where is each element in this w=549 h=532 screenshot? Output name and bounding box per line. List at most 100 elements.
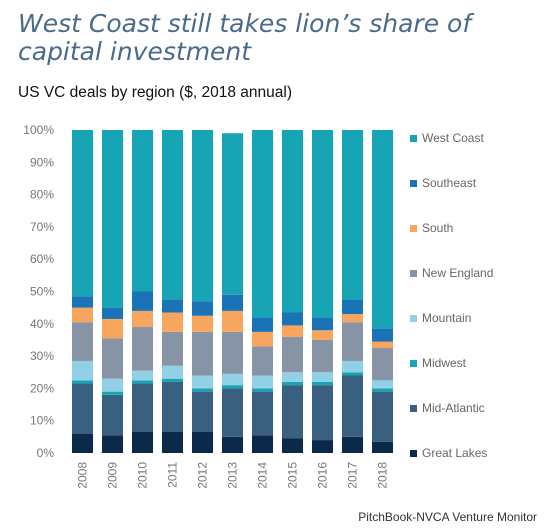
bar-segment-southeast [192,301,213,316]
bar-segment-midwest [222,385,243,389]
bar-segment-mountain [72,360,93,381]
bar-segment-mid-atlantic [312,385,333,441]
y-tick-label: 0% [37,446,55,460]
bar-segment-mid-atlantic [252,391,273,436]
bar-segment-mountain [162,365,183,379]
legend-swatch [410,405,417,412]
x-tick-label: 2013 [226,462,240,489]
bar-segment-great-lakes [72,433,93,453]
bar-segment-mountain [372,380,393,389]
bar-segment-new-england [102,338,123,379]
bar-segment-southeast [252,317,273,332]
legend-swatch [410,135,417,142]
x-tick-label: 2008 [76,462,90,489]
bar-segment-great-lakes [282,438,303,453]
x-tick-label: 2016 [316,462,330,489]
bar-segment-south [282,325,303,337]
bar-segment-mid-atlantic [102,394,123,436]
bar-segment-great-lakes [312,440,333,453]
bar-segment-mountain [132,370,153,381]
legend-label: Midwest [422,356,467,370]
bar-segment-mid-atlantic [132,383,153,433]
bar-segment-mountain [222,373,243,386]
legend-label: Southeast [422,176,477,190]
bar-segment-midwest [252,388,273,392]
legend-label: Great Lakes [422,446,487,460]
legend-label: Mid-Atlantic [422,401,485,415]
y-tick-label: 60% [30,252,54,266]
bar-segment-south [192,315,213,332]
y-tick-label: 90% [30,155,54,169]
bar-segment-mountain [282,372,303,382]
bar-segment-west-coast [312,130,333,318]
legend-label: New England [422,266,493,280]
bar-segment-new-england [162,331,183,366]
x-tick-label: 2017 [346,462,360,489]
legend-swatch [410,450,417,457]
bar-segment-mountain [342,360,363,373]
bar-segment-midwest [372,388,393,392]
bar-segment-mountain [102,378,123,392]
x-axis: 2008 2009 2010 2011 2012 2013 2014 2015 2016 2017… [76,462,390,489]
bar-segment-southeast [102,307,123,319]
bars [72,130,393,453]
y-tick-label: 80% [30,188,54,202]
bar-segment-mountain [312,372,333,382]
legend-swatch [410,225,417,232]
y-axis: 0% 10% 20% 30% 40% 50% 60% 70% 80% 90% 100% [23,123,54,460]
bar-segment-south [312,330,333,340]
bar-segment-south [252,331,273,347]
bar-segment-west-coast [252,130,273,318]
x-tick-label: 2018 [376,462,390,489]
bar-segment-great-lakes [372,441,393,453]
legend-label: Mountain [422,311,471,325]
x-tick-label: 2010 [136,462,150,489]
bar-segment-new-england [342,322,363,361]
y-tick-label: 30% [30,349,54,363]
bar-segment-west-coast [72,130,93,297]
bar-segment-new-england [372,348,393,381]
bar-segment-southeast [162,299,183,313]
legend-swatch [410,315,417,322]
bar-segment-southeast [312,317,333,331]
bar-segment-mid-atlantic [222,388,243,437]
bar-segment-midwest [102,391,123,395]
bar-segment-mountain [192,375,213,389]
bar-segment-midwest [132,380,153,384]
bar-segment-south [102,318,123,339]
x-tick-label: 2015 [286,462,300,489]
bar-segment-new-england [252,346,273,376]
legend-label: West Coast [422,131,484,145]
bar-segment-west-coast [102,130,123,308]
bar-segment-midwest [312,381,333,386]
bar-segment-south [132,310,153,328]
y-tick-label: 10% [30,414,54,428]
x-tick-label: 2014 [256,462,270,489]
y-tick-label: 70% [30,220,54,234]
bar-segment-great-lakes [252,435,273,453]
bar-segment-great-lakes [162,432,183,453]
bar-segment-midwest [192,388,213,392]
bar-segment-southeast [342,299,363,315]
bar-segment-great-lakes [102,435,123,453]
bar-segment-southeast [282,312,303,326]
bar-segment-south [162,312,183,332]
bar-segment-mid-atlantic [372,391,393,442]
bar-segment-west-coast [132,130,153,292]
bar-segment-south [372,341,393,349]
y-tick-label: 50% [30,285,54,299]
bar-segment-new-england [282,336,303,373]
x-tick-label: 2012 [196,462,210,489]
bar-segment-west-coast [342,130,363,300]
bar-segment-south [342,314,363,323]
bar-segment-midwest [342,372,363,376]
bar-segment-west-coast [192,130,213,302]
legend-label: South [422,221,453,235]
bar-segment-mid-atlantic [342,375,363,437]
bar-segment-mid-atlantic [192,391,213,433]
bar-segment-new-england [222,331,243,374]
bar-segment-great-lakes [132,432,153,453]
bar-segment-mid-atlantic [72,383,93,434]
bar-segment-southeast [132,291,153,311]
